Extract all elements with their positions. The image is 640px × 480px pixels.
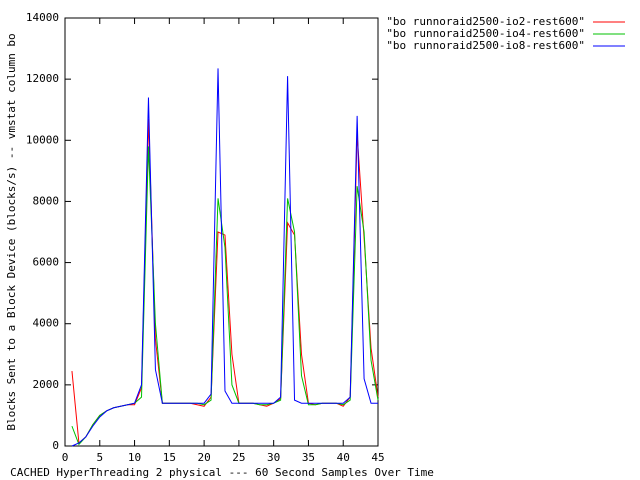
series-line (71, 68, 378, 447)
x-tick-label: 45 (371, 451, 384, 464)
x-tick-label: 15 (163, 451, 176, 464)
x-tick-label: 5 (96, 451, 103, 464)
x-axis-label: CACHED HyperThreading 2 physical --- 60 … (10, 466, 434, 479)
y-tick-label: 8000 (33, 194, 60, 207)
y-tick-label: 10000 (26, 133, 59, 146)
x-tick-label: 20 (197, 451, 210, 464)
y-axis-label: Blocks Sent to a Block Device (blocks/s)… (5, 33, 18, 430)
x-tick-label: 10 (128, 451, 141, 464)
plot-border (64, 17, 379, 447)
legend-label: "bo runnoraid2500-io4-rest600" (386, 27, 585, 40)
y-tick-label: 14000 (26, 11, 59, 24)
y-tick-label: 12000 (26, 72, 59, 85)
x-tick-label: 40 (337, 451, 350, 464)
y-tick-label: 2000 (33, 378, 60, 391)
legend-label: "bo runnoraid2500-io2-rest600" (386, 15, 585, 28)
x-tick-label: 35 (302, 451, 315, 464)
series-line (71, 146, 379, 446)
x-tick-label: 30 (267, 451, 280, 464)
series-line (71, 118, 379, 444)
y-tick-label: 4000 (33, 317, 60, 330)
y-tick-label: 0 (52, 439, 59, 452)
x-tick-label: 0 (62, 451, 69, 464)
x-tick-label: 25 (232, 451, 245, 464)
legend-label: "bo runnoraid2500-io8-rest600" (386, 39, 585, 52)
y-tick-label: 6000 (33, 256, 60, 269)
